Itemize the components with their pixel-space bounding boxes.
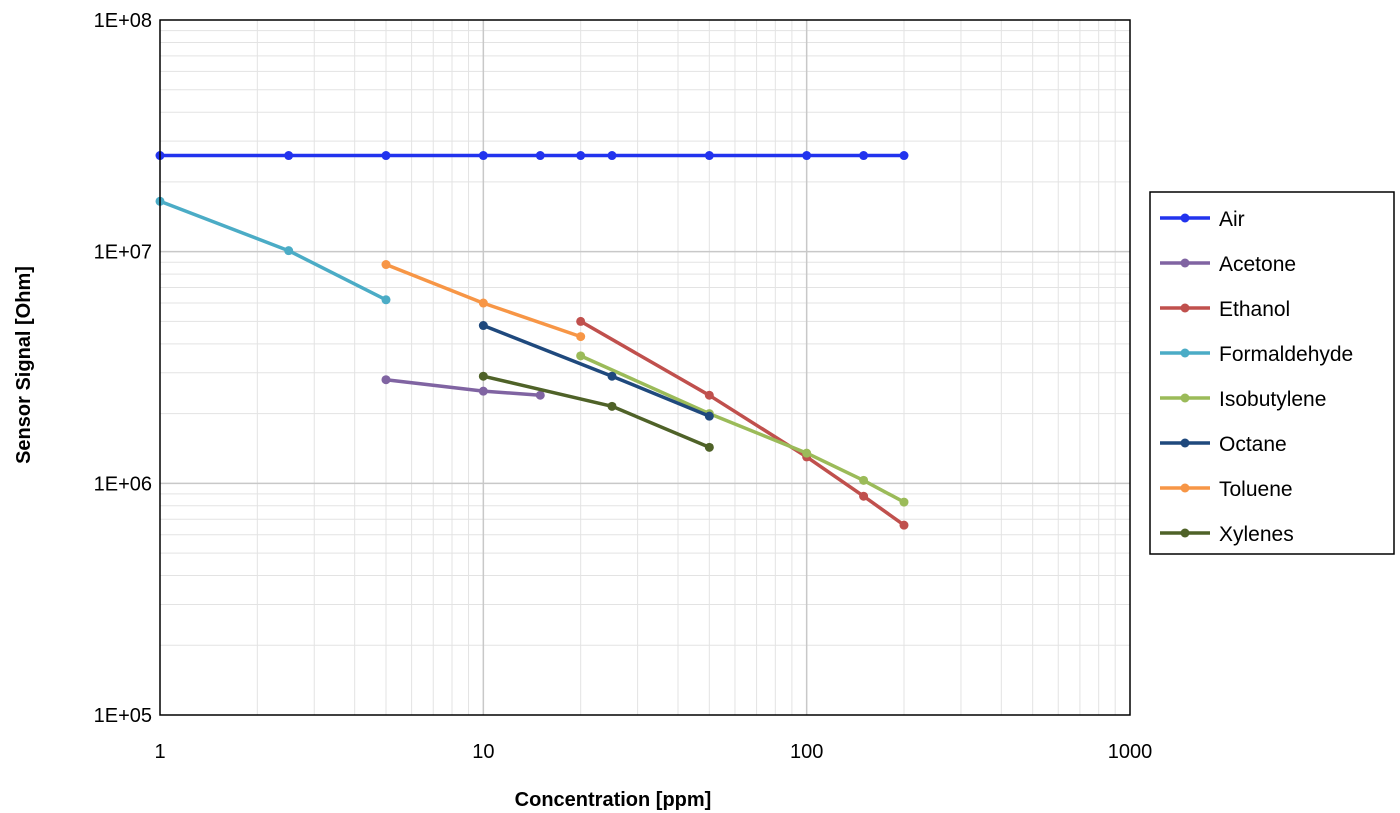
data-point-air bbox=[576, 151, 586, 161]
x-axis-ticks: 1 10 100 1000 bbox=[154, 741, 1152, 763]
data-point-isobutylene bbox=[899, 497, 909, 507]
legend-label-formaldehyde: Formaldehyde bbox=[1219, 343, 1353, 366]
legend-marker-formaldehyde bbox=[1180, 348, 1190, 358]
data-point-air bbox=[284, 151, 294, 161]
series-line-acetone bbox=[385, 377, 541, 398]
legend-box bbox=[1149, 191, 1395, 555]
series-line-ethanol bbox=[579, 319, 906, 527]
data-point-air bbox=[704, 151, 714, 161]
data-point-isobutylene bbox=[802, 448, 812, 458]
series-octane bbox=[478, 321, 714, 421]
series-toluene bbox=[381, 260, 586, 342]
data-point-toluene bbox=[576, 332, 586, 342]
series-ethanol bbox=[576, 316, 909, 530]
legend-item-ethanol: Ethanol bbox=[1160, 298, 1290, 321]
data-point-acetone bbox=[478, 386, 488, 396]
legend-item-formaldehyde: Formaldehyde bbox=[1160, 343, 1353, 366]
series-acetone bbox=[381, 375, 545, 400]
data-point-xylenes bbox=[478, 371, 488, 381]
series-xylenes bbox=[478, 371, 714, 452]
legend-item-air: Air bbox=[1160, 208, 1245, 231]
data-point-xylenes bbox=[704, 442, 714, 452]
y-tick-label: 1E+08 bbox=[94, 10, 152, 32]
legend-marker-toluene bbox=[1180, 483, 1190, 493]
y-axis-title: Sensor Signal [Ohm] bbox=[13, 266, 35, 464]
data-point-air bbox=[478, 151, 488, 161]
legend-label-isobutylene: Isobutylene bbox=[1219, 388, 1326, 411]
data-point-air bbox=[607, 151, 617, 161]
legend-marker-octane bbox=[1180, 438, 1190, 448]
legend-label-ethanol: Ethanol bbox=[1219, 298, 1290, 321]
data-point-air bbox=[381, 151, 391, 161]
series-line-isobutylene bbox=[579, 354, 905, 504]
legend-item-toluene: Toluene bbox=[1160, 478, 1293, 501]
data-point-ethanol bbox=[704, 390, 714, 400]
x-tick-label: 100 bbox=[790, 741, 823, 763]
minor-gridlines bbox=[160, 20, 1130, 715]
data-point-isobutylene bbox=[859, 475, 869, 485]
data-point-isobutylene bbox=[576, 351, 586, 361]
y-tick-label: 1E+05 bbox=[94, 705, 152, 727]
series-isobutylene bbox=[576, 351, 909, 507]
major-gridlines bbox=[160, 20, 1130, 715]
data-point-toluene bbox=[478, 298, 488, 308]
legend-item-isobutylene: Isobutylene bbox=[1160, 388, 1326, 411]
data-point-octane bbox=[704, 411, 714, 421]
legend-item-octane: Octane bbox=[1160, 433, 1287, 456]
legend-label-xylenes: Xylenes bbox=[1219, 523, 1294, 546]
data-point-air bbox=[802, 151, 812, 161]
data-point-octane bbox=[607, 371, 617, 381]
legend-marker-xylenes bbox=[1180, 528, 1190, 538]
data-point-air bbox=[899, 151, 909, 161]
data-point-formaldehyde bbox=[284, 246, 294, 256]
data-point-ethanol bbox=[576, 316, 586, 326]
series-line-xylenes bbox=[482, 374, 710, 449]
legend-item-acetone: Acetone bbox=[1160, 253, 1296, 276]
series-formaldehyde bbox=[155, 196, 391, 305]
legend-label-toluene: Toluene bbox=[1219, 478, 1293, 501]
data-point-acetone bbox=[535, 390, 545, 400]
legend-marker-isobutylene bbox=[1180, 393, 1190, 403]
data-point-ethanol bbox=[859, 491, 869, 501]
series-air bbox=[155, 151, 909, 161]
legend-label-acetone: Acetone bbox=[1219, 253, 1296, 276]
data-point-air bbox=[535, 151, 545, 161]
series-line-formaldehyde bbox=[159, 199, 387, 302]
data-point-ethanol bbox=[899, 520, 909, 530]
y-axis-ticks: 1E+05 1E+06 1E+07 1E+08 bbox=[94, 10, 152, 727]
data-point-air bbox=[859, 151, 869, 161]
data-point-formaldehyde bbox=[381, 295, 391, 305]
data-point-acetone bbox=[381, 375, 391, 385]
x-tick-label: 10 bbox=[472, 741, 494, 763]
data-point-xylenes bbox=[607, 401, 617, 411]
data-point-octane bbox=[478, 321, 488, 331]
x-tick-label: 1 bbox=[154, 741, 165, 763]
plot-area-border bbox=[159, 19, 1131, 716]
x-axis-title: Concentration [ppm] bbox=[515, 789, 712, 811]
legend-item-xylenes: Xylenes bbox=[1160, 523, 1294, 546]
legend-label-octane: Octane bbox=[1219, 433, 1287, 456]
legend: Air Acetone Ethanol Formaldehyde Isobutylene… bbox=[1149, 191, 1395, 555]
legend-marker-acetone bbox=[1180, 258, 1190, 268]
series-layer bbox=[155, 151, 909, 530]
y-tick-label: 1E+07 bbox=[94, 242, 152, 264]
data-point-toluene bbox=[381, 260, 391, 270]
legend-label-air: Air bbox=[1219, 208, 1245, 231]
legend-marker-ethanol bbox=[1180, 303, 1190, 313]
x-tick-label: 1000 bbox=[1108, 741, 1153, 763]
y-tick-label: 1E+06 bbox=[94, 473, 152, 495]
legend-marker-air bbox=[1180, 213, 1190, 223]
